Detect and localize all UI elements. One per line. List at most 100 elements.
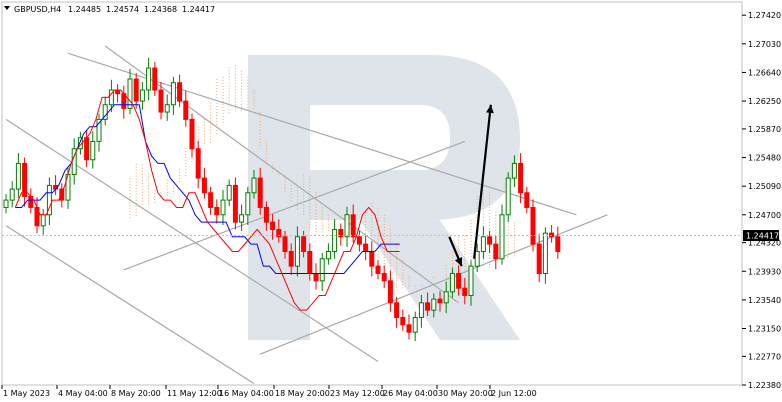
candle-body (381, 272, 387, 282)
candle-body (375, 265, 381, 274)
candle-body (276, 228, 282, 238)
candle-body (22, 162, 28, 197)
candle-body (133, 78, 139, 102)
x-tick-label: 16 May 04:00 (219, 389, 274, 398)
x-tick-label: 1 May 2023 (3, 389, 50, 398)
candle-body (96, 118, 102, 142)
trendline[interactable] (5, 225, 255, 385)
x-tick-label: 26 May 04:00 (383, 389, 438, 398)
candle-body (226, 184, 232, 201)
candles (3, 57, 561, 341)
candle-body (325, 250, 331, 260)
y-tick-label: 1.23930 (748, 267, 781, 276)
y-tick-label: 1.26250 (748, 97, 781, 106)
candle-body (158, 89, 164, 113)
candle-body (462, 287, 468, 296)
candle-body (536, 243, 542, 274)
candle-body (344, 214, 350, 238)
candle-body (443, 291, 449, 304)
candle-body (387, 280, 393, 304)
candle-body (437, 298, 443, 304)
candle-body (127, 78, 133, 109)
candle-body (40, 214, 46, 227)
candle-body (102, 104, 108, 120)
candle-body (524, 192, 530, 208)
y-tick-label: 1.27030 (748, 40, 781, 49)
candle-body (282, 236, 288, 252)
candle-body (164, 104, 170, 113)
candle-body (356, 236, 362, 245)
forecast-arrow-line (473, 104, 492, 259)
y-tick-label: 1.25480 (748, 154, 781, 163)
y-tick-label: 1.27420 (748, 11, 781, 20)
candle-body (487, 236, 493, 245)
candle-body (257, 177, 263, 208)
candle-body (412, 316, 418, 333)
candle-body (183, 100, 189, 120)
low-value: 1.24368 (144, 5, 177, 14)
time-axis[interactable]: 1 May 2023 4 May 04:00 8 May 20:00 11 May 1… (1, 385, 537, 398)
trendline[interactable] (259, 214, 608, 355)
current-price-badge: 1.24417 (743, 230, 779, 242)
candle-body (15, 162, 21, 190)
forecast-arrowhead-icon (454, 257, 463, 267)
candle-body (201, 177, 207, 194)
trendline[interactable] (104, 45, 459, 304)
y-tick-label: 1.26640 (748, 68, 781, 77)
candle-body (146, 67, 152, 91)
candle-body (542, 232, 548, 274)
forecast-arrowhead-icon (486, 104, 494, 114)
x-tick-label: 11 May 12:00 (167, 389, 222, 398)
candle-body (115, 89, 121, 95)
candle-body (245, 192, 251, 216)
symbol-label: GBPUSD,H4 (14, 5, 61, 14)
candle-body (84, 137, 90, 161)
chart-header: GBPUSD,H4 1.24485 1.24574 1.24368 1.2441… (4, 5, 215, 14)
candle-body (108, 89, 114, 106)
candle-body (530, 206, 536, 245)
candle-body (480, 236, 486, 252)
candle-body (468, 265, 474, 296)
candle-body (338, 228, 344, 238)
high-value: 1.24574 (106, 5, 139, 14)
candle-body (431, 298, 437, 311)
dropdown-triangle-icon[interactable] (4, 6, 10, 10)
candle-body (59, 188, 65, 201)
trendline[interactable] (5, 118, 379, 363)
candle-body (301, 236, 307, 252)
candle-body (493, 243, 499, 260)
candle-body (46, 184, 52, 216)
candle-body (208, 192, 214, 208)
candle-body (449, 272, 455, 293)
candle-body (350, 214, 356, 238)
candle-body (518, 162, 524, 194)
candle-body (220, 199, 226, 216)
candle-body (152, 67, 158, 91)
x-tick-label: 4 May 04:00 (58, 389, 108, 398)
candle-body (319, 258, 325, 282)
x-tick-label: 23 May 12:00 (330, 389, 385, 398)
candle-body (9, 188, 15, 201)
candle-body (139, 89, 145, 102)
price-axis[interactable]: 1.27420 1.27030 1.26640 1.26250 1.25870 1.254… (742, 11, 781, 390)
candle-body (294, 236, 300, 267)
candle-body (270, 221, 276, 230)
y-tick-label: 1.24320 (748, 239, 781, 248)
candle-body (177, 82, 183, 102)
candle-body (549, 232, 555, 238)
candle-body (195, 148, 201, 179)
candle-body (394, 302, 400, 318)
y-tick-label: 1.23540 (748, 296, 781, 305)
trendline[interactable] (123, 140, 466, 271)
candle-body (425, 302, 431, 311)
candle-body (505, 177, 511, 216)
x-tick-label: 8 May 20:00 (111, 389, 161, 398)
candle-body (288, 250, 294, 267)
candle-body (214, 206, 220, 216)
candle-body (3, 199, 9, 208)
y-tick-label: 1.22380 (748, 381, 781, 390)
plot-area (1, 1, 743, 386)
y-tick-label: 1.25090 (748, 182, 781, 191)
candle-body (456, 272, 462, 289)
